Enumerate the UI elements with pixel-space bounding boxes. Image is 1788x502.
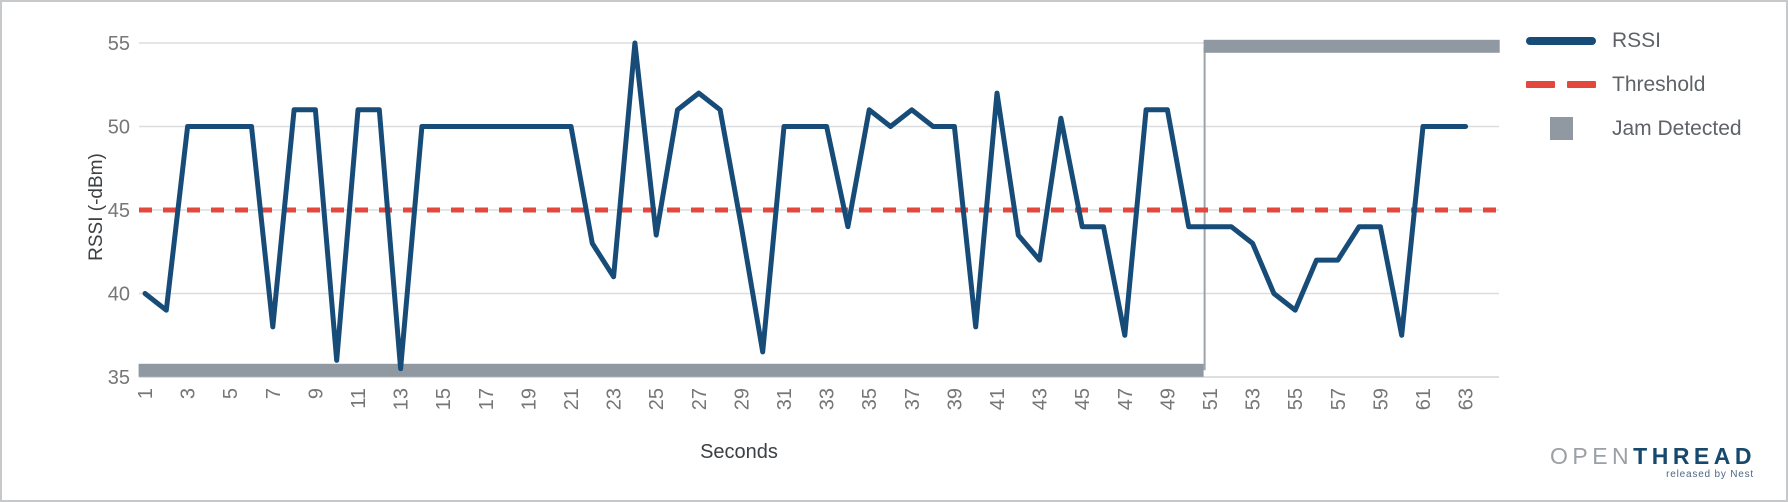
x-axis-title: Seconds (700, 441, 778, 463)
logo-open-text: OPEN (1549, 443, 1634, 469)
logo-thread-text: THREAD (1633, 443, 1756, 469)
x-tick-label-21: 21 (561, 388, 583, 410)
y-tick-label-35: 35 (108, 367, 130, 389)
x-tick-label-41: 41 (987, 388, 1009, 410)
x-tick-label-35: 35 (859, 388, 881, 410)
threshold-dash-swatch (1526, 81, 1596, 88)
x-tick-label-63: 63 (1456, 388, 1478, 410)
x-tick-label-57: 57 (1328, 388, 1350, 410)
x-tick-label-55: 55 (1285, 388, 1307, 410)
x-tick-label-1: 1 (135, 388, 157, 399)
x-tick-label-17: 17 (476, 388, 498, 410)
jam-square-swatch (1526, 117, 1596, 140)
x-tick-label-31: 31 (774, 388, 796, 410)
legend-item-jam-detected: Jam Detected (1526, 117, 1742, 140)
x-tick-label-7: 7 (263, 388, 285, 399)
x-tick-label-19: 19 (518, 388, 540, 410)
x-tick-label-9: 9 (305, 388, 327, 399)
x-tick-label-43: 43 (1030, 388, 1052, 410)
y-tick-label-40: 40 (108, 284, 130, 306)
y-tick-label-55: 55 (108, 33, 130, 55)
x-tick-label-39: 39 (944, 388, 966, 410)
legend-item-rssi: RSSI (1526, 29, 1742, 52)
jam-high-band (1203, 39, 1500, 53)
legend-label-jam-detected: Jam Detected (1612, 116, 1742, 140)
x-tick-label-5: 5 (220, 388, 242, 399)
chart-legend: RSSI Threshold Jam Detected (1526, 29, 1742, 140)
y-tick-label-45: 45 (108, 200, 130, 222)
legend-label-threshold: Threshold (1612, 72, 1706, 96)
x-tick-label-23: 23 (604, 388, 626, 410)
y-axis-title: RSSI (-dBm) (86, 153, 107, 261)
openthread-logo: OPENTHREAD released by Nest (1550, 445, 1756, 481)
x-tick-label-47: 47 (1115, 388, 1137, 410)
x-tick-label-13: 13 (391, 388, 413, 410)
logo-released-by-nest: released by Nest (1666, 469, 1754, 480)
rssi-series-line (142, 40, 1469, 372)
x-tick-label-27: 27 (689, 388, 711, 410)
legend-item-threshold: Threshold (1526, 73, 1742, 96)
x-tick-label-25: 25 (646, 388, 668, 410)
x-tick-label-45: 45 (1072, 388, 1094, 410)
x-tick-label-33: 33 (817, 388, 839, 410)
y-tick-label-50: 50 (108, 117, 130, 139)
x-tick-label-29: 29 (731, 388, 753, 410)
x-tick-label-53: 53 (1243, 388, 1265, 410)
x-tick-label-51: 51 (1200, 388, 1222, 410)
x-tick-label-61: 61 (1413, 388, 1435, 410)
openthread-wordmark: OPENTHREAD (1550, 445, 1756, 468)
x-tick-label-37: 37 (902, 388, 924, 410)
y-tick-labels: 35 40 45 50 55 (108, 33, 130, 389)
legend-label-rssi: RSSI (1612, 28, 1662, 52)
rssi-line-swatch (1526, 36, 1596, 45)
jam-low-band (138, 363, 1204, 377)
x-tick-labels: 1 3 5 7 9 11 13 15 17 19 21 23 25 27 29 31 33 35 37 39 41 43 4… (135, 388, 1478, 410)
x-tick-label-15: 15 (433, 388, 455, 410)
x-tick-label-59: 59 (1370, 388, 1392, 410)
x-tick-label-11: 11 (348, 388, 370, 409)
x-tick-label-3: 3 (178, 388, 200, 399)
x-tick-label-49: 49 (1157, 388, 1179, 410)
